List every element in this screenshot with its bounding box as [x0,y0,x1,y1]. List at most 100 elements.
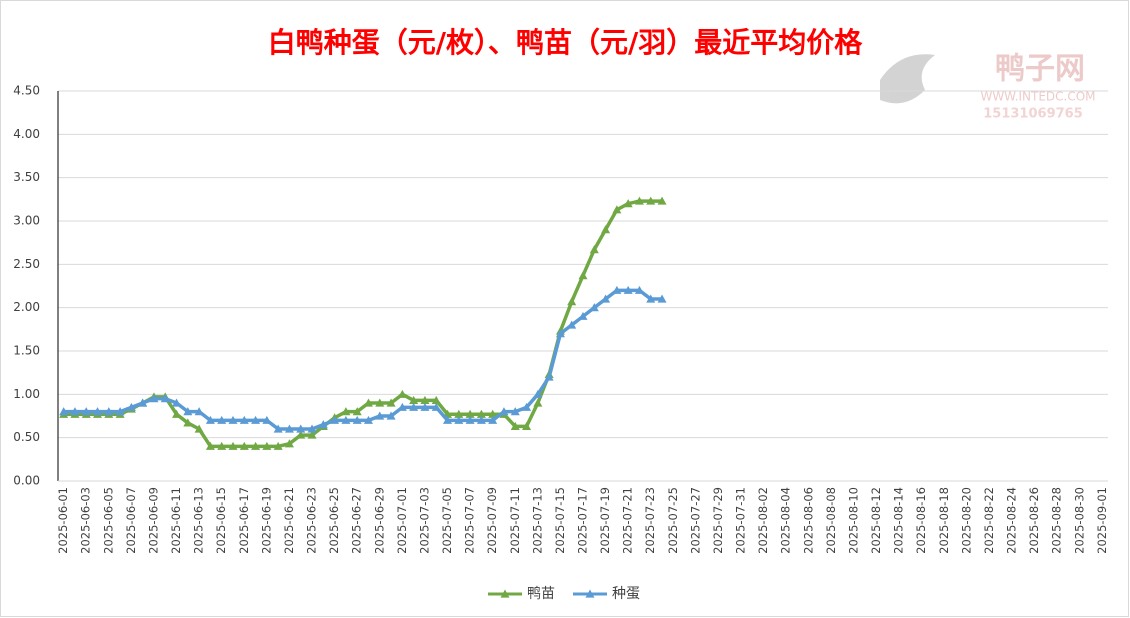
x-tick-label: 2025-06-23 [305,487,319,554]
point-marker [499,407,509,416]
y-tick-label: 3.00 [13,214,40,228]
x-tick-label: 2025-07-17 [576,487,590,554]
point-marker [454,409,464,418]
y-tick-label: 2.00 [13,300,40,314]
point-marker [149,394,159,403]
point-marker [59,407,69,416]
x-tick-label: 2025-07-31 [734,487,748,554]
point-marker [657,294,667,303]
point-marker [352,415,362,424]
point-marker [623,285,633,294]
x-tick-label: 2025-08-20 [959,487,973,554]
point-marker [601,294,611,303]
point-marker [386,411,396,420]
point-marker [296,430,306,439]
point-marker [307,430,317,439]
x-tick-label: 2025-08-08 [824,487,838,554]
point-marker [70,407,80,416]
point-marker [476,409,486,418]
point-marker [623,199,633,208]
point-marker [160,394,170,403]
point-marker [172,409,182,418]
point-marker [522,402,532,411]
point-marker [138,398,148,407]
y-tick-label: 3.50 [13,170,40,184]
legend-label: 鸭苗 [527,586,555,602]
x-tick-label: 2025-07-09 [485,487,499,554]
point-marker [409,402,419,411]
point-marker [476,415,486,424]
chart-title: 白鸭种蛋（元/枚）、鸭苗（元/羽）最近平均价格 [268,26,863,59]
point-marker [409,395,419,404]
watermark-url: WWW.INTEDC.COM [980,90,1095,104]
point-marker [284,439,294,448]
legend-label: 种蛋 [612,586,640,602]
x-tick-label: 2025-08-22 [982,487,996,554]
point-marker [589,303,599,312]
point-marker [488,409,498,418]
point-marker [172,398,182,407]
x-tick-label: 2025-07-01 [395,487,409,554]
point-marker [341,415,351,424]
point-marker [273,424,283,433]
point-marker [533,389,543,398]
point-marker [522,421,532,430]
x-tick-label: 2025-08-26 [1027,487,1041,554]
x-tick-label: 2025-06-15 [214,487,228,554]
x-tick-label: 2025-06-01 [56,487,70,554]
y-tick-label: 0.00 [13,474,40,488]
y-tick-label: 1.00 [13,387,40,401]
x-tick-label: 2025-06-25 [327,487,341,554]
x-tick-label: 2025-06-13 [192,487,206,554]
point-marker [318,420,328,429]
point-marker [634,196,644,205]
point-marker [646,294,656,303]
point-marker [341,407,351,416]
point-marker [228,415,238,424]
point-marker [601,225,611,234]
y-tick-label: 1.50 [13,344,40,358]
x-tick-label: 2025-07-19 [598,487,612,554]
point-marker [104,407,114,416]
x-tick-label: 2025-06-07 [124,487,138,554]
point-marker [567,320,577,329]
legend-marker [500,589,510,598]
point-marker [465,409,475,418]
point-marker [205,415,215,424]
point-marker [386,398,396,407]
point-marker [375,398,385,407]
legend-marker [585,589,595,598]
point-marker [330,415,340,424]
point-marker [420,402,430,411]
point-marker [375,411,385,420]
point-marker [194,407,204,416]
point-marker [465,415,475,424]
x-tick-label: 2025-06-21 [282,487,296,554]
point-marker [397,389,407,398]
x-tick-label: 2025-07-13 [530,487,544,554]
point-marker [194,424,204,433]
point-marker [262,415,272,424]
point-marker [488,415,498,424]
point-marker [352,407,362,416]
x-tick-label: 2025-06-19 [259,487,273,554]
point-marker [431,395,441,404]
x-tick-label: 2025-08-04 [779,487,793,554]
x-tick-label: 2025-06-05 [101,487,115,554]
point-marker [239,415,249,424]
y-tick-label: 4.50 [13,84,40,98]
point-marker [251,415,261,424]
point-marker [657,196,667,205]
point-marker [567,297,577,306]
x-tick-label: 2025-07-11 [508,487,522,554]
x-tick-label: 2025-07-27 [688,487,702,554]
x-tick-label: 2025-08-02 [756,487,770,554]
point-marker [612,205,622,214]
point-marker [273,441,283,450]
point-marker [307,424,317,433]
point-marker [420,395,430,404]
y-tick-label: 2.50 [13,257,40,271]
x-tick-label: 2025-08-28 [1050,487,1064,554]
x-tick-label: 2025-07-21 [621,487,635,554]
